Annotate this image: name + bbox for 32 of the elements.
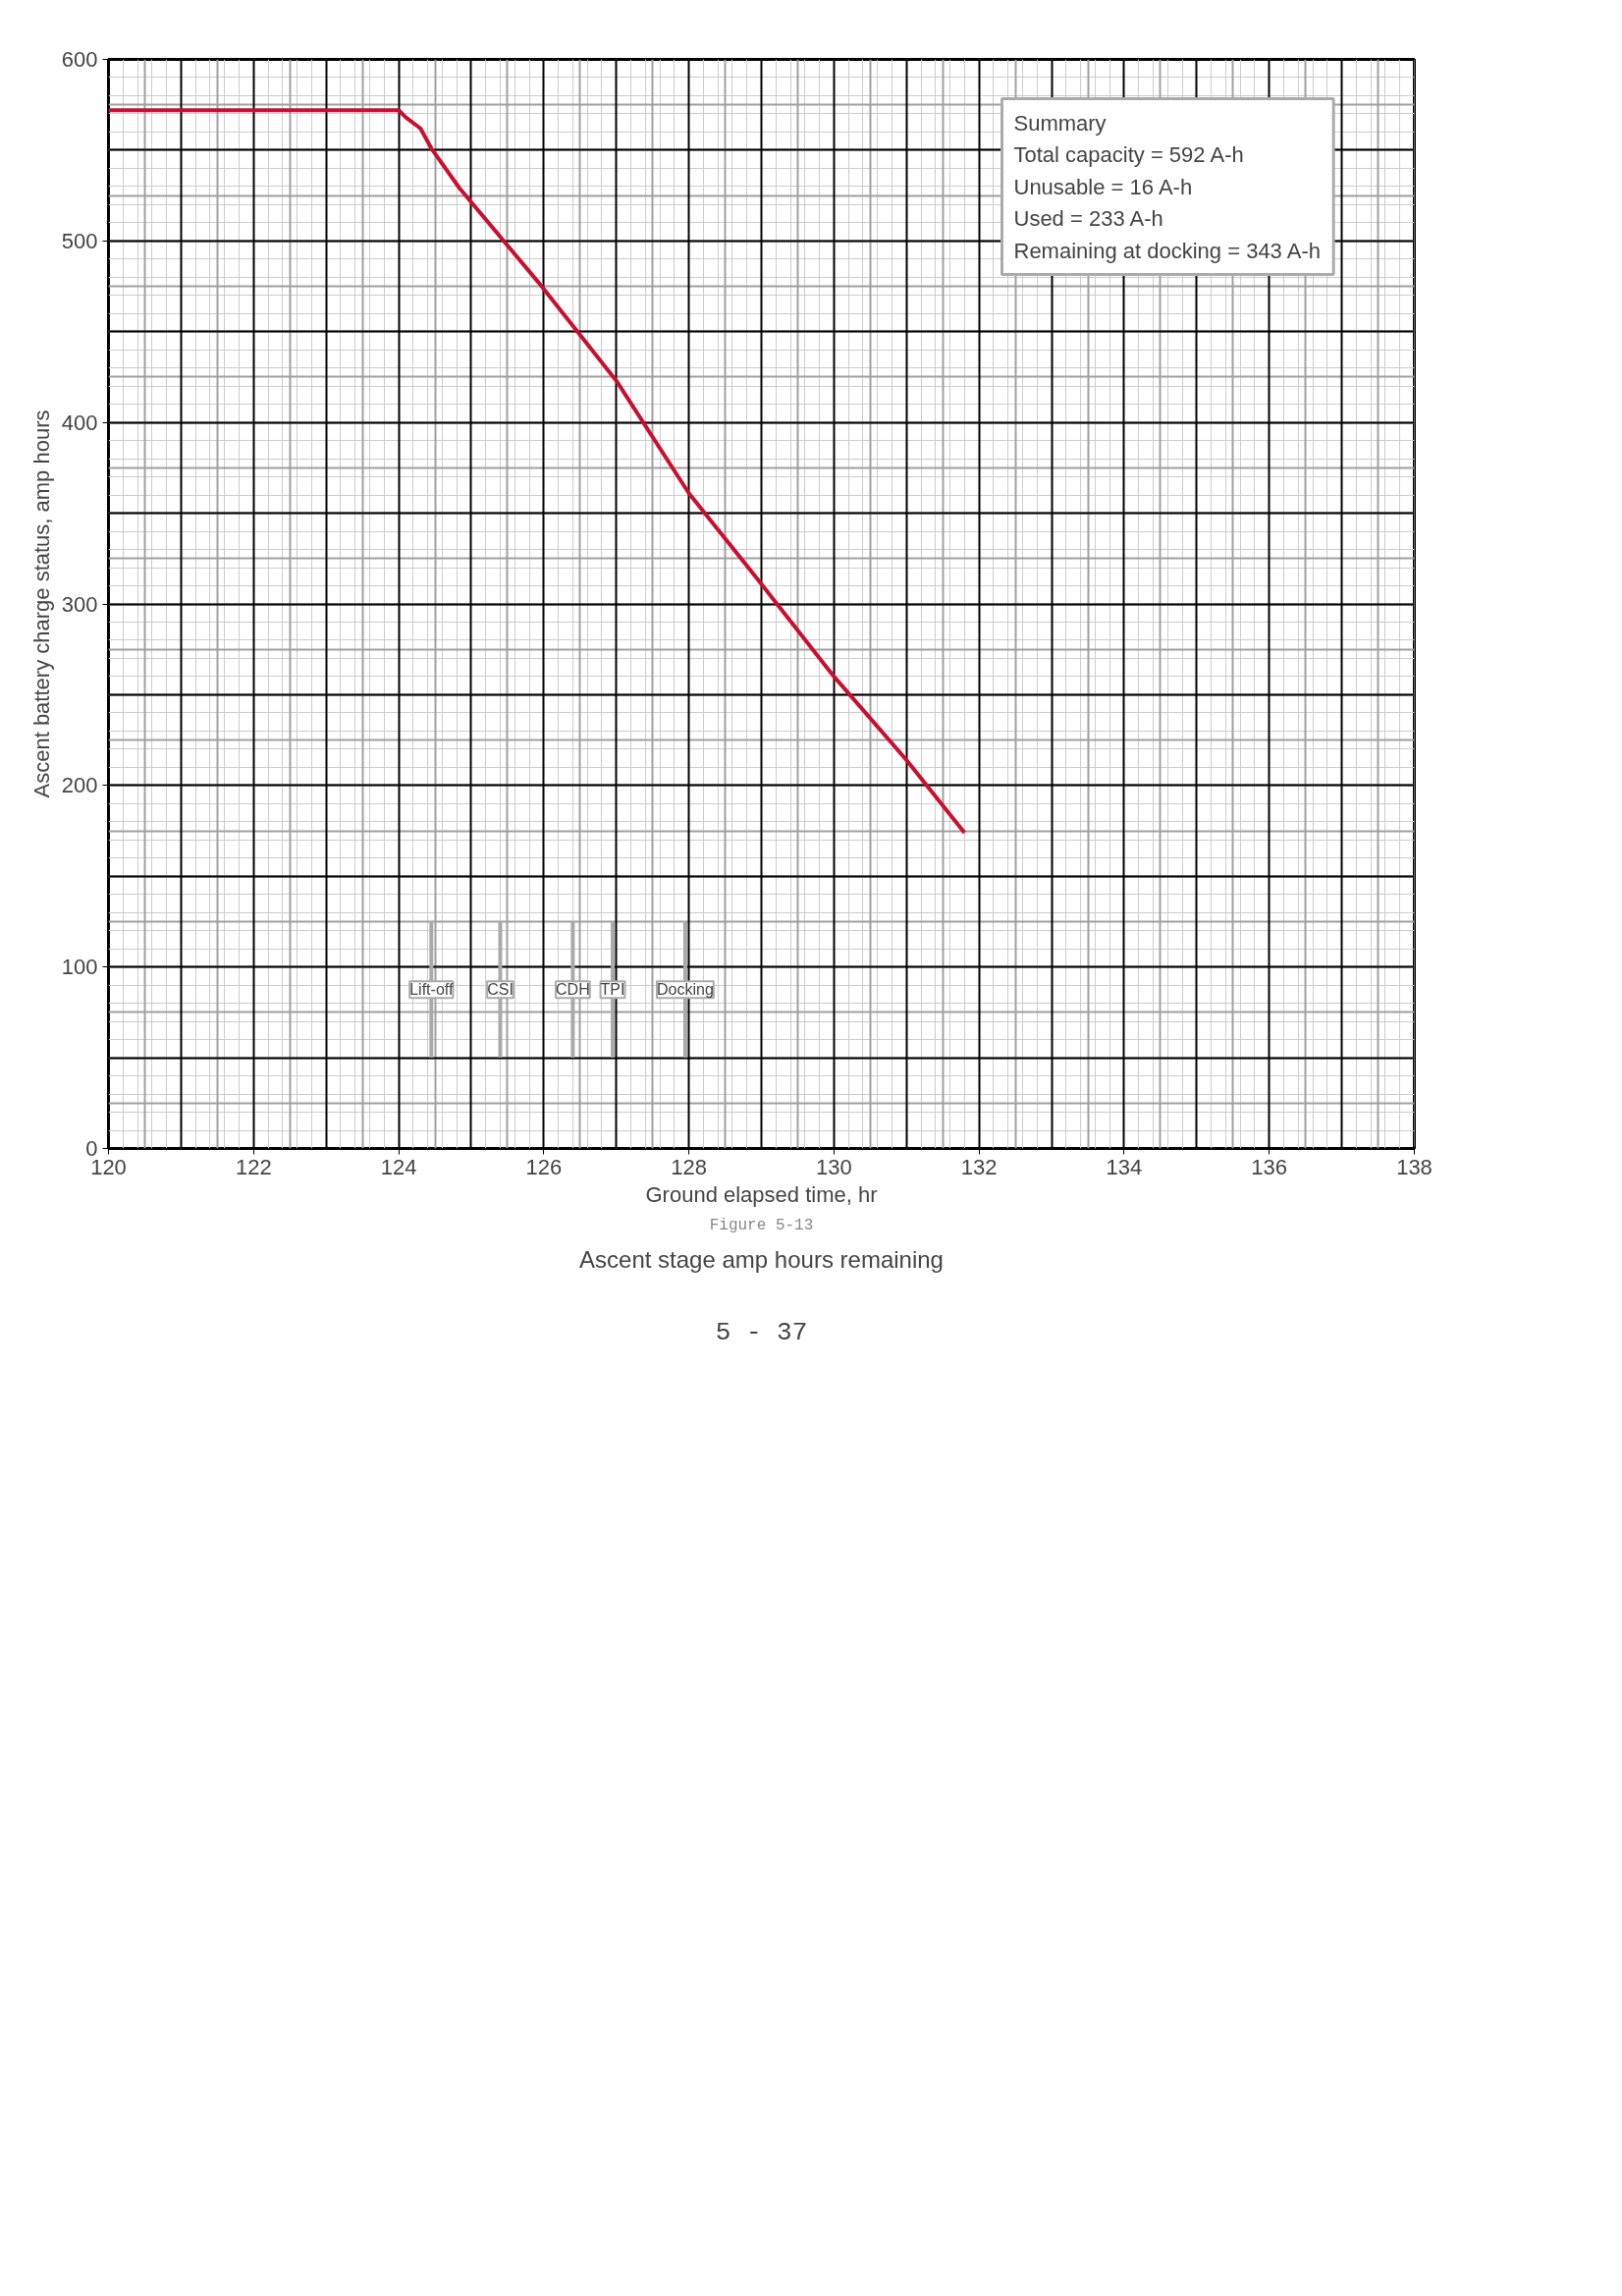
text: 5 - 37 xyxy=(715,1317,808,1347)
x-tick-label: 126 xyxy=(525,1154,563,1179)
y-tick-label: 400 xyxy=(61,410,98,435)
x-axis-title: Ground elapsed time, hr xyxy=(645,1181,878,1207)
y-tick-label: 300 xyxy=(61,591,98,617)
annotation: Unusable = 16 A-h xyxy=(1013,174,1193,199)
x-tick-label: 134 xyxy=(1106,1154,1143,1179)
x-tick-label: 124 xyxy=(380,1154,417,1179)
ref-line-label: CDH xyxy=(556,981,590,999)
y-tick-label: 200 xyxy=(61,773,98,798)
annotation: Summary xyxy=(1013,110,1107,136)
ref-line-label: TPI xyxy=(600,981,625,999)
line-series xyxy=(108,108,967,835)
x-tick-label: 132 xyxy=(960,1154,998,1179)
y-tick-label: 600 xyxy=(61,47,98,72)
annotation: Total capacity = 592 A-h xyxy=(1013,142,1244,167)
x-tick-label: 138 xyxy=(1396,1154,1433,1179)
text: Ascent stage amp hours remaining xyxy=(579,1245,944,1273)
y-tick-label: 500 xyxy=(61,228,98,253)
x-tick-label: 128 xyxy=(671,1154,707,1179)
text: Figure 5-13 xyxy=(709,1216,814,1234)
ref-line-label: Docking xyxy=(657,981,714,999)
x-tick-label: 136 xyxy=(1251,1154,1288,1179)
x-tick-label: 122 xyxy=(235,1154,272,1179)
annotation: Remaining at docking = 343 A-h xyxy=(1013,238,1321,263)
y-tick-label: 0 xyxy=(85,1136,98,1161)
x-tick-label: 130 xyxy=(816,1154,852,1179)
annotation: Used = 233 A-h xyxy=(1013,206,1163,231)
y-tick-label: 100 xyxy=(61,955,98,980)
ref-line-label: Lift-off xyxy=(409,981,454,999)
y-axis-title: Ascent battery charge status, amp hours xyxy=(28,410,54,798)
ref-line-label: CSI xyxy=(487,981,514,999)
